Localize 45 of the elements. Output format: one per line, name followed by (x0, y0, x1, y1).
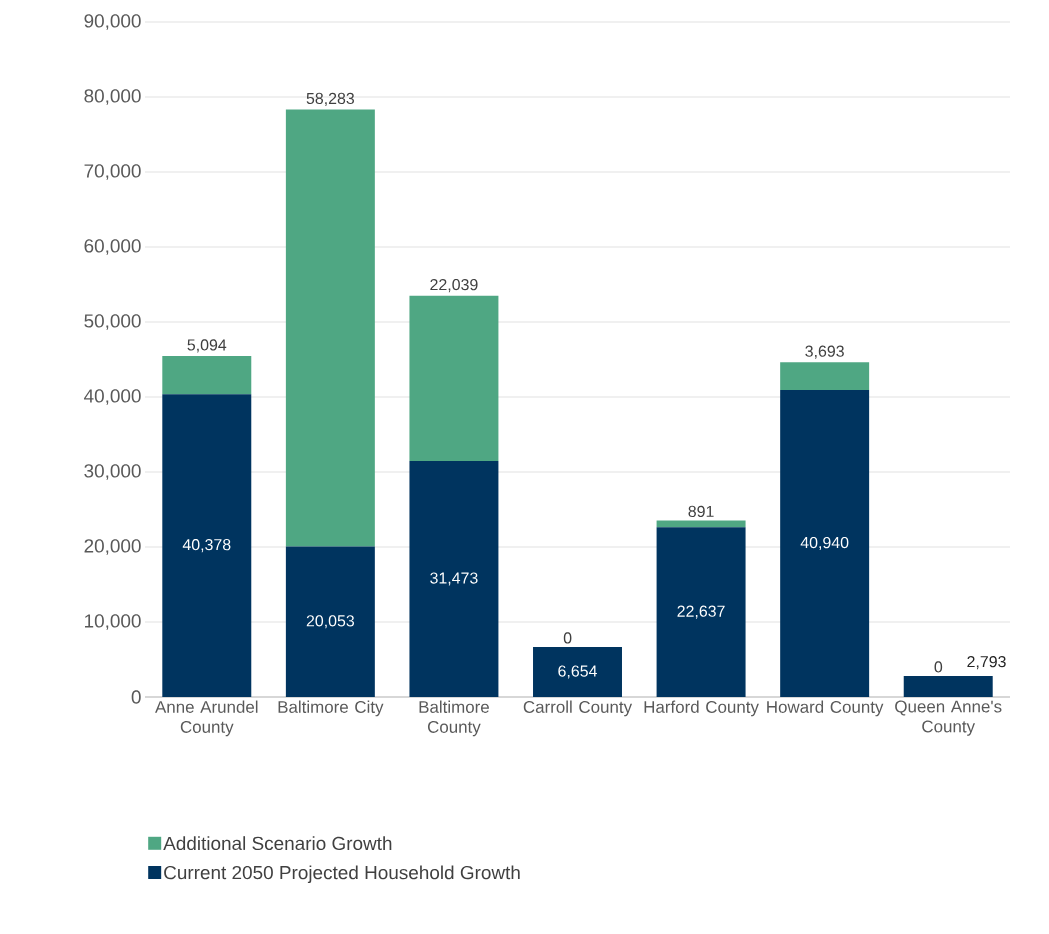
y-tick-label: 90,000 (84, 14, 141, 30)
y-tick-label: 40,000 (84, 389, 141, 405)
x-tick-label: Carroll County (523, 700, 633, 717)
legend-label: Additional Scenario Growth (163, 836, 392, 851)
data-label: 2,793 (967, 655, 1006, 670)
legend-label: Current 2050 Projected Household Growth (164, 865, 520, 884)
data-label: 58,283 (306, 92, 355, 106)
bar (903, 676, 993, 697)
data-label: 22,039 (430, 278, 478, 293)
bar (533, 647, 622, 697)
y-tick-label: 50,000 (84, 314, 141, 330)
y-tick-label: 20,000 (84, 539, 141, 555)
bar (285, 546, 375, 697)
y-tick-label: 80,000 (84, 89, 141, 105)
x-tick-label: Howard County (767, 700, 884, 717)
bar (285, 109, 375, 547)
x-tick-label: Baltimore City (278, 700, 384, 717)
bar (162, 394, 252, 697)
y-tick-label: 30,000 (84, 464, 141, 480)
data-label: 0 (563, 632, 572, 644)
data-label: 20,053 (306, 615, 355, 629)
data-label: 5,094 (187, 339, 227, 353)
bar (409, 295, 499, 461)
data-label: 40,940 (800, 536, 849, 551)
y-tick-label: 70,000 (84, 164, 141, 180)
bar (656, 527, 746, 697)
y-tick-label: 0 (131, 690, 141, 704)
y-tick-label: 60,000 (84, 239, 141, 255)
data-label: 31,473 (430, 572, 478, 586)
data-label: 6,654 (558, 665, 597, 679)
x-tick-label: Queen Anne's County (895, 700, 1002, 736)
data-label: 3,693 (805, 345, 844, 359)
data-label: 40,378 (182, 539, 231, 553)
bar (656, 520, 746, 528)
x-tick-label: Harford County (644, 700, 759, 717)
bar (162, 355, 252, 395)
data-label: 891 (688, 505, 714, 518)
y-tick-label: 10,000 (85, 614, 141, 630)
data-label: 0 (934, 661, 943, 673)
data-label: 22,637 (677, 605, 725, 619)
x-tick-label: Baltimore County (419, 700, 489, 737)
x-tick-label: Anne Arundel County (155, 700, 258, 737)
bar (780, 362, 870, 390)
bar (409, 460, 499, 697)
bar (780, 389, 870, 697)
